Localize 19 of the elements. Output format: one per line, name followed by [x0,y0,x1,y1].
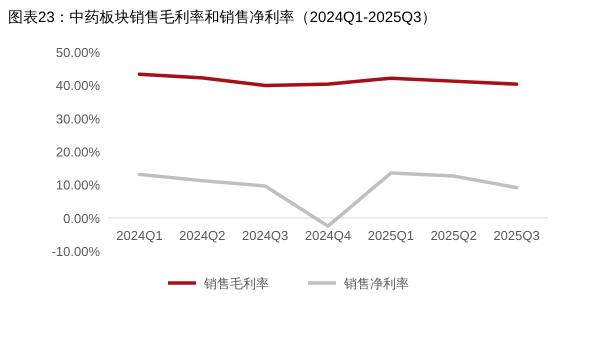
y-tick-label: 20.00% [56,144,100,160]
line-series [138,171,518,228]
legend-label: 销售毛利率 [203,276,269,291]
y-tick-label: 40.00% [56,78,100,94]
x-tick-label: 2024Q1 [116,228,163,243]
legend-label: 销售净利率 [343,276,409,291]
y-tick-label: -10.00% [52,244,100,259]
line-series [138,72,518,88]
x-tick-label: 2024Q4 [304,228,352,243]
x-tick-label: 2025Q1 [368,228,414,243]
x-tick-label: 2025Q3 [493,228,540,243]
x-tick-label: 2024Q3 [242,228,288,243]
y-tick-label: 0.00% [63,210,100,226]
chart-title: 图表23：中药板块销售毛利率和销售净利率（2024Q1-2025Q3） [8,9,436,26]
y-tick-label: 30.00% [56,111,100,126]
y-tick-label: 10.00% [56,178,100,193]
x-tick-label: 2024Q2 [179,228,226,243]
x-tick-label: 2025Q2 [430,228,477,243]
y-tick-label: 50.00% [56,45,100,60]
